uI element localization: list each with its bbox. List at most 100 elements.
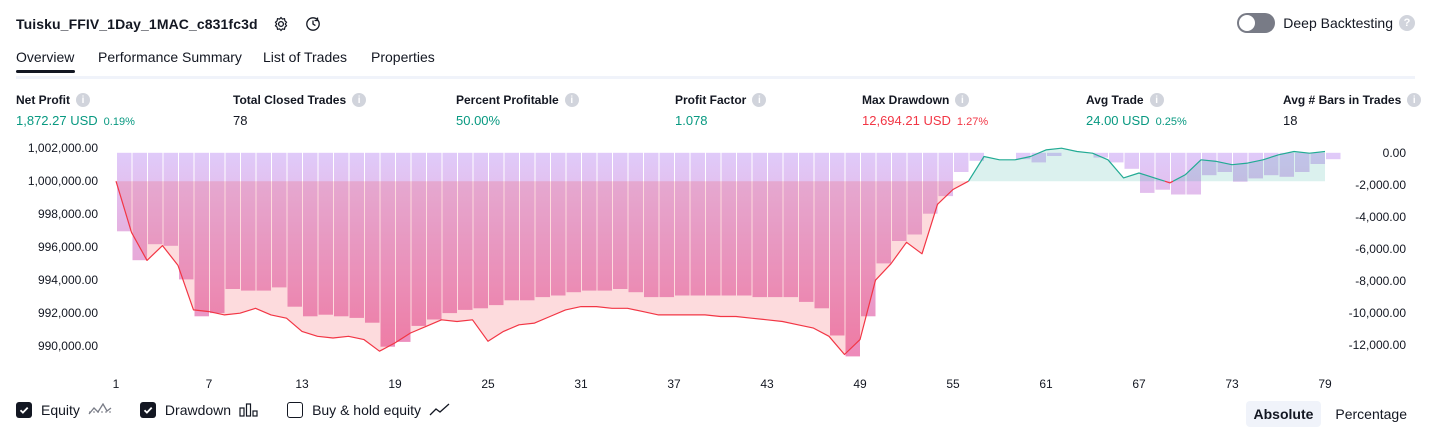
drawdown-bar (613, 152, 628, 289)
equity-drawdown-chart[interactable]: 1,002,000.00 1,000,000.00 998,000.00 996,00… (0, 138, 1431, 394)
metric-label: Avg # Bars in Trades (1283, 93, 1402, 107)
info-icon[interactable]: i (1407, 93, 1422, 107)
tab-properties[interactable]: Properties (371, 49, 435, 65)
equity-loss-area (116, 181, 969, 355)
left-axis: 1,002,000.00 1,000,000.00 998,000.00 996,00… (28, 141, 98, 353)
drawdown-bar (644, 152, 659, 298)
drawdown-bar (148, 152, 163, 245)
left-axis-tick-label: 994,000.00 (38, 273, 98, 287)
drawdown-bar (287, 152, 302, 307)
info-icon[interactable]: i (752, 93, 767, 107)
help-icon[interactable]: ? (1399, 15, 1415, 31)
chart-legend: Equity Drawdown Buy & hold equity (16, 402, 479, 418)
info-icon[interactable]: i (564, 93, 579, 107)
left-axis-tick-label: 996,000.00 (38, 240, 98, 254)
drawdown-bar (256, 152, 271, 291)
clock-replay-icon[interactable] (304, 15, 322, 33)
drawdown-bar (783, 152, 798, 298)
x-axis-tick-label: 49 (853, 377, 867, 391)
drawdown-bar (349, 152, 364, 318)
drawdown-bar (969, 152, 984, 161)
metric-avg-bars: Avg # Bars in Trades i 18 (1283, 93, 1422, 128)
drawdown-bar (380, 152, 395, 347)
equity-loss-line (115, 180, 969, 356)
info-icon[interactable]: i (352, 93, 367, 107)
drawdown-bar (1047, 152, 1062, 156)
drawdown-bar (830, 152, 845, 336)
x-axis-tick-label: 7 (206, 377, 213, 391)
info-icon[interactable]: i (76, 93, 90, 107)
metric-label: Profit Factor (675, 93, 747, 107)
deep-backtesting-toggle[interactable] (1237, 13, 1276, 33)
drawdown-bar (489, 152, 504, 306)
right-axis-tick-label: -12,000.00 (1349, 338, 1407, 352)
left-axis-tick-label: 1,000,000.00 (28, 174, 98, 188)
deep-backtesting: Deep Backtesting ? (1237, 13, 1415, 33)
drawdown-bar (225, 152, 240, 289)
drawdown-bar (210, 152, 225, 314)
drawdown-bar (907, 152, 922, 235)
drawdown-bar (1326, 152, 1341, 160)
drawdown-bar (582, 152, 597, 291)
legend-buy-hold[interactable]: Buy & hold equity (287, 402, 451, 418)
equity-line (115, 147, 1326, 356)
drawdown-bar (892, 152, 907, 241)
x-axis-tick-label: 79 (1318, 377, 1332, 391)
x-axis-tick-label: 61 (1039, 377, 1053, 391)
drawdown-bar (117, 152, 132, 232)
metric-percent: 0.19% (103, 116, 135, 128)
drawdown-checkbox[interactable] (139, 402, 156, 418)
drawdown-bar (535, 152, 550, 298)
x-axis: 1 7 13 19 25 31 37 43 49 55 61 67 73 79 (113, 377, 1332, 391)
absolute-button[interactable]: Absolute (1245, 401, 1322, 427)
info-icon[interactable]: i (955, 93, 970, 107)
legend-drawdown[interactable]: Drawdown (139, 402, 259, 418)
metric-total-closed-trades: Total Closed Trades i 78 (233, 93, 367, 128)
toggle-knob (1239, 15, 1256, 31)
drawdown-bar (814, 152, 829, 309)
tab-list-of-trades[interactable]: List of Trades (263, 49, 348, 65)
buy-hold-checkbox[interactable] (287, 402, 304, 418)
metric-value: 1.078 (675, 113, 708, 128)
metric-percent: 1.27% (956, 116, 989, 128)
drawdown-bar (1171, 152, 1186, 195)
strategy-header: Tuisku_FFIV_1Day_1MAC_c831fc3d (16, 12, 322, 36)
equity-gain-line (1172, 150, 1326, 182)
drawdown-bar (442, 152, 457, 314)
gear-icon[interactable] (272, 15, 290, 33)
drawdown-bar (1202, 152, 1217, 176)
drawdown-bar (504, 152, 519, 301)
drawdown-bar (1310, 152, 1325, 164)
left-axis-tick-label: 990,000.00 (38, 339, 98, 353)
drawdown-bar (1248, 152, 1263, 179)
drawdown-bar (861, 152, 876, 317)
drawdown-bar (799, 152, 814, 302)
drawdown-bar (706, 152, 721, 296)
x-axis-tick-label: 43 (760, 377, 774, 391)
drawdown-bar (597, 152, 612, 291)
equity-checkbox[interactable] (16, 402, 32, 418)
drawdown-bar (1016, 152, 1031, 160)
deep-backtesting-label: Deep Backtesting (1283, 15, 1393, 31)
info-icon[interactable]: i (1149, 93, 1164, 107)
drawdown-bar (954, 152, 969, 172)
drawdown-bar (1093, 152, 1108, 158)
drawdown-bar (318, 152, 333, 315)
right-axis-tick-label: -4,000.00 (1355, 210, 1406, 224)
metric-value: 1,872.27 USD (16, 113, 98, 128)
percentage-button[interactable]: Percentage (1335, 406, 1407, 422)
right-axis-tick-label: -2,000.00 (1355, 178, 1406, 192)
active-tab-indicator (16, 70, 75, 73)
drawdown-bar (427, 152, 442, 320)
legend-equity[interactable]: Equity (16, 402, 112, 418)
tab-performance-summary[interactable]: Performance Summary (98, 49, 242, 65)
x-axis-tick-label: 1 (113, 377, 120, 391)
drawdown-bar (520, 152, 535, 301)
drawdown-bar (163, 152, 178, 246)
tab-overview[interactable]: Overview (16, 49, 75, 65)
right-axis-tick-label: -6,000.00 (1355, 242, 1406, 256)
x-axis-tick-label: 31 (574, 377, 588, 391)
left-axis-tick-label: 998,000.00 (38, 207, 98, 221)
x-axis-tick-label: 55 (946, 377, 960, 391)
drawdown-bar (752, 152, 767, 298)
